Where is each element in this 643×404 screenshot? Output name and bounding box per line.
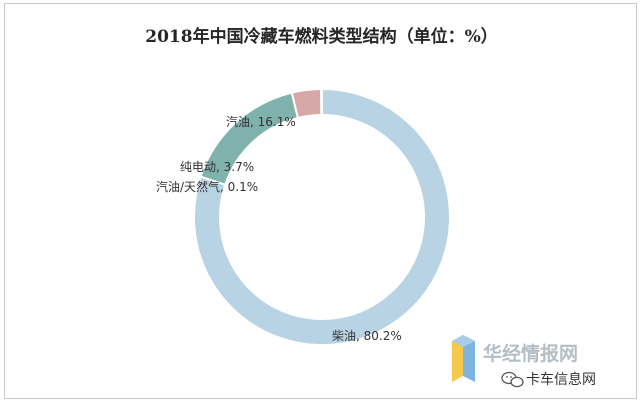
donut-slice-4 [320, 87, 323, 117]
watermark-brand: 华经情报网 [483, 342, 578, 365]
slice-label-4: 汽油/天然气, 0.1% [156, 179, 258, 194]
slice-label-1: 柴油, 80.2% [332, 329, 402, 343]
donut-slice-1 [193, 87, 451, 346]
watermark-wechat-label: 卡车信息网 [526, 371, 596, 388]
slice-labels: 柴油, 80.2% 汽油, 16.1% 纯电动, 3.7% 汽油/天然气, 0.1% [156, 114, 402, 343]
chart-title: 2018年中国冷藏车燃料类型结构（单位：%） [145, 27, 498, 47]
chart-frame: 2018年中国冷藏车燃料类型结构（单位：%） 柴油, 80.2% 汽油, 16.1… [4, 3, 637, 399]
donut-slices [193, 87, 451, 346]
slice-label-3: 纯电动, 3.7% [180, 160, 254, 174]
huajing-logo-icon [452, 335, 475, 382]
donut-chart: 柴油, 80.2%汽油, 16.1%纯电动, 3.7%汽油/天然气, 0.1% … [156, 87, 596, 388]
wechat-icon [501, 371, 524, 388]
donut-slice-3 [290, 87, 323, 120]
slice-label-2: 汽油, 16.1% [226, 114, 296, 129]
